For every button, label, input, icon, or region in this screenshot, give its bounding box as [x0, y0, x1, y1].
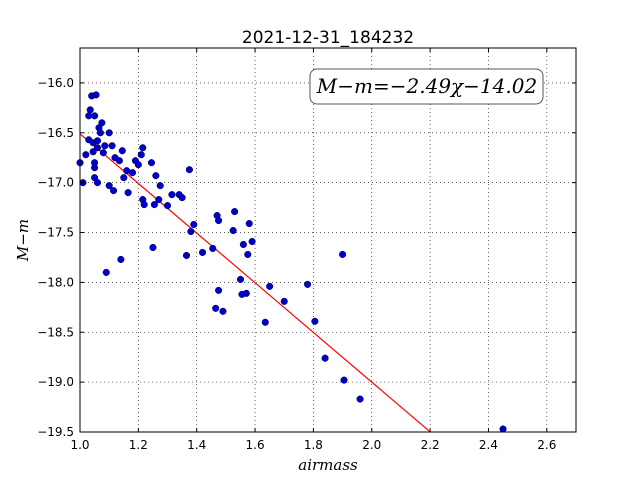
- fit-line-layer: [79, 133, 431, 433]
- data-point: [117, 255, 125, 263]
- data-point: [134, 161, 142, 169]
- data-point: [82, 151, 90, 159]
- equation-annotation: M−m=−2.49χ−14.02: [309, 68, 544, 105]
- data-point: [86, 106, 94, 114]
- x-tick-label: 1.4: [187, 438, 206, 452]
- data-point: [311, 317, 319, 325]
- data-point: [215, 217, 223, 225]
- y-axis-label: M−m: [14, 219, 32, 262]
- data-point: [248, 237, 256, 246]
- data-point: [187, 227, 195, 236]
- annotation-box: [309, 68, 544, 105]
- data-point: [261, 318, 269, 326]
- x-tick-label: 1.8: [304, 438, 323, 452]
- y-tick-label: −17.0: [37, 176, 74, 190]
- data-point: [182, 251, 191, 260]
- x-axis-label: airmass: [298, 456, 358, 474]
- data-point: [99, 149, 107, 157]
- data-point: [98, 119, 106, 127]
- data-point: [245, 219, 253, 228]
- x-tick-label: 2.4: [479, 438, 498, 452]
- data-point: [89, 148, 97, 156]
- data-point: [105, 129, 113, 137]
- data-point: [147, 159, 156, 167]
- x-tick-label: 2.0: [362, 438, 381, 452]
- data-point: [215, 286, 223, 294]
- data-point: [212, 304, 220, 312]
- data-point: [93, 144, 102, 152]
- y-tick-label: −17.5: [37, 226, 74, 240]
- data-point: [168, 191, 176, 199]
- data-point: [190, 220, 198, 229]
- data-point: [101, 142, 109, 150]
- data-point: [149, 243, 157, 252]
- data-point: [102, 268, 110, 276]
- data-point: [105, 182, 113, 190]
- data-point: [115, 157, 123, 165]
- axis-ticks: 1.0 1.2 1.4 1.6 1.8 2.0 2.2 2.4 2.6 −16.0 −16.5 −17…: [37, 48, 576, 452]
- data-point: [242, 289, 250, 297]
- data-point: [229, 226, 237, 235]
- data-point: [185, 166, 193, 174]
- x-tick-label: 2.6: [537, 438, 556, 452]
- fit-line: [79, 133, 431, 433]
- data-point: [231, 208, 239, 216]
- data-point: [236, 275, 245, 283]
- y-tick-label: −19.5: [37, 425, 74, 439]
- y-tick-label: −16.0: [37, 76, 74, 90]
- data-point: [239, 240, 247, 249]
- data-point: [356, 395, 364, 403]
- data-point: [152, 172, 160, 180]
- y-tick-label: −19.0: [37, 375, 74, 389]
- data-point: [209, 244, 217, 253]
- data-point: [93, 179, 102, 187]
- data-point: [178, 194, 186, 202]
- x-tick-label: 1.6: [246, 438, 265, 452]
- y-tick-label: −18.0: [37, 275, 74, 289]
- data-point: [304, 280, 312, 288]
- x-tick-label: 1.2: [129, 438, 148, 452]
- data-point: [96, 129, 104, 137]
- data-point: [280, 297, 288, 305]
- data-point: [499, 425, 507, 433]
- data-point: [156, 182, 164, 190]
- y-tick-label: −18.5: [37, 325, 74, 339]
- data-point: [139, 144, 147, 152]
- data-point: [128, 169, 137, 177]
- data-point: [137, 151, 145, 159]
- x-tick-label: 2.2: [421, 438, 440, 452]
- chart-title: 2021-12-31_184232: [242, 28, 414, 48]
- data-point: [108, 142, 116, 150]
- data-point: [150, 201, 158, 209]
- data-point: [91, 112, 99, 120]
- annotation-text: M−m=−2.49χ−14.02: [316, 74, 537, 98]
- data-point: [244, 250, 252, 259]
- data-point: [118, 147, 126, 155]
- data-point: [120, 174, 128, 182]
- data-point: [92, 91, 100, 99]
- data-point: [124, 189, 132, 197]
- data-point: [93, 137, 102, 145]
- data-points: [76, 91, 507, 433]
- x-tick-label: 1.0: [70, 438, 89, 452]
- data-point: [91, 164, 99, 172]
- data-point: [339, 250, 347, 259]
- data-point: [110, 187, 118, 195]
- data-point: [321, 354, 329, 362]
- data-point: [155, 196, 163, 204]
- data-point: [266, 282, 274, 290]
- grid: [79, 48, 576, 433]
- y-tick-label: −16.5: [37, 126, 74, 140]
- data-point: [198, 248, 207, 257]
- data-point: [140, 201, 148, 209]
- data-point: [219, 307, 227, 315]
- plot-frame: [79, 47, 577, 433]
- data-point: [163, 202, 172, 210]
- data-point: [340, 376, 348, 384]
